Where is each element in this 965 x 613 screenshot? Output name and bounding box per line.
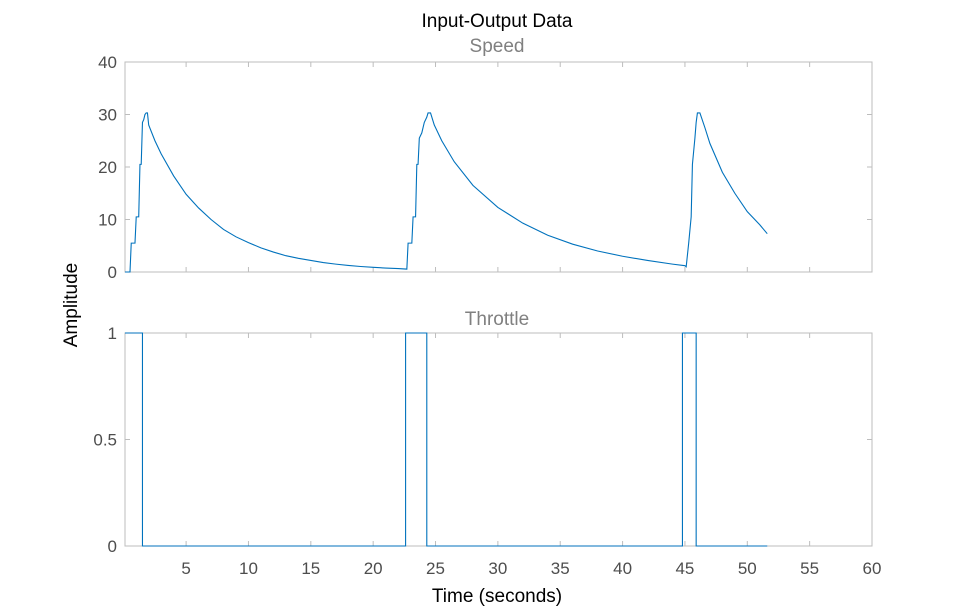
speed-ytick-label: 30 bbox=[98, 106, 117, 125]
throttle-plot: 00.51 5 10 15 20 25 30 35 40 45 50 55 60 bbox=[93, 324, 881, 578]
throttle-xtick-label: 55 bbox=[800, 559, 819, 578]
speed-ytick-label: 20 bbox=[98, 158, 117, 177]
speed-ytick-label: 10 bbox=[98, 211, 117, 230]
throttle-xtick-label: 25 bbox=[426, 559, 445, 578]
speed-xticks bbox=[185, 62, 873, 272]
speed-yticks: 0 10 20 30 40 bbox=[98, 53, 872, 282]
throttle-xtick-label: 50 bbox=[738, 559, 757, 578]
throttle-xtick-label: 30 bbox=[488, 559, 507, 578]
speed-ytick-label: 40 bbox=[98, 53, 117, 72]
throttle-xtick-label: 5 bbox=[181, 559, 190, 578]
y-axis-label: Amplitude bbox=[61, 263, 82, 348]
speed-plot-frame bbox=[124, 61, 873, 273]
throttle-ytick-label: 0.5 bbox=[93, 431, 117, 450]
throttle-plot-title: Throttle bbox=[465, 309, 529, 330]
speed-series-group bbox=[125, 112, 768, 273]
throttle-ytick-label: 1 bbox=[108, 324, 117, 343]
speed-plot-title: Speed bbox=[470, 36, 525, 57]
throttle-plot-frame bbox=[124, 332, 873, 547]
throttle-xtick-label: 45 bbox=[675, 559, 694, 578]
throttle-xtick-label: 15 bbox=[301, 559, 320, 578]
throttle-series-line bbox=[125, 332, 768, 547]
speed-plot: 0 10 20 30 40 bbox=[98, 53, 873, 282]
figure-title: Input-Output Data bbox=[421, 11, 572, 32]
throttle-xtick-label: 40 bbox=[613, 559, 632, 578]
throttle-xtick-label: 60 bbox=[863, 559, 882, 578]
throttle-xtick-label: 20 bbox=[364, 559, 383, 578]
throttle-yticks: 00.51 bbox=[93, 324, 872, 556]
speed-series-line bbox=[125, 112, 768, 273]
x-axis-label: Time (seconds) bbox=[432, 586, 562, 607]
throttle-xticks: 5 10 15 20 25 30 35 40 45 50 55 60 bbox=[181, 333, 881, 578]
throttle-xtick-label: 35 bbox=[551, 559, 570, 578]
throttle-series-group bbox=[125, 332, 768, 547]
speed-ytick-label: 0 bbox=[108, 263, 117, 282]
throttle-xtick-label: 10 bbox=[239, 559, 258, 578]
throttle-ytick-label: 0 bbox=[108, 537, 117, 556]
